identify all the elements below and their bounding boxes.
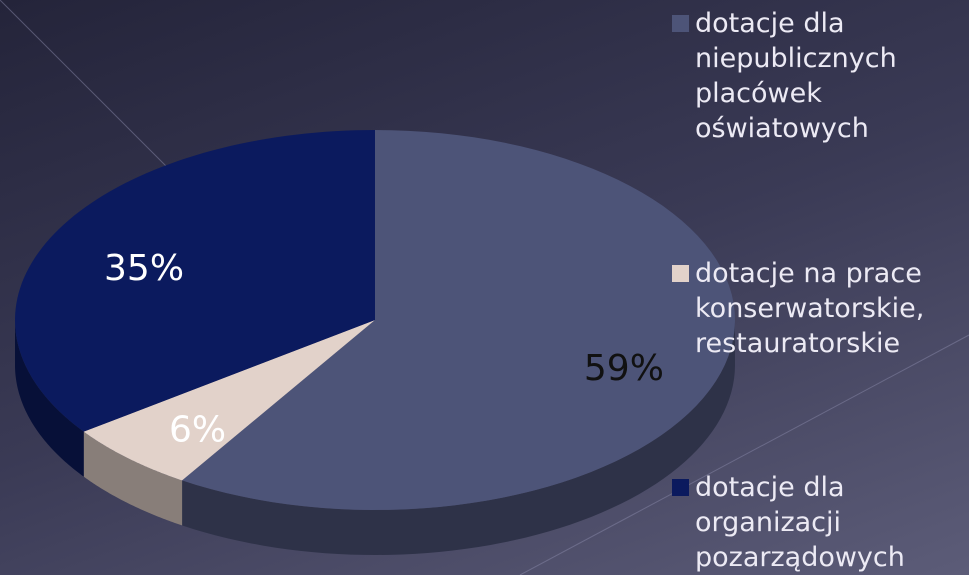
legend-label: dotacje dla organizacji pozarządowych bbox=[695, 472, 905, 573]
legend-swatch bbox=[672, 479, 689, 496]
legend-swatch bbox=[672, 264, 689, 282]
data-label: 6% bbox=[169, 410, 226, 451]
pie: 59% 6% 35% bbox=[15, 130, 735, 555]
legend-item: dotacje na prace konserwatorskie, restau… bbox=[672, 256, 969, 361]
legend-label: dotacje na prace konserwatorskie, restau… bbox=[695, 257, 925, 359]
data-label: 59% bbox=[584, 348, 664, 389]
legend: dotacje dla niepublicznych placówek oświ… bbox=[672, 6, 969, 575]
legend-swatch bbox=[672, 15, 689, 32]
legend-item: dotacje dla organizacji pozarządowych bbox=[672, 470, 969, 575]
pie-slice bbox=[83, 320, 376, 481]
pie-slice bbox=[15, 130, 375, 432]
pie-slice bbox=[182, 130, 735, 510]
pie-side bbox=[83, 431, 183, 526]
data-label: 35% bbox=[104, 248, 184, 289]
pie-side bbox=[15, 320, 84, 477]
legend-label: dotacje dla niepublicznych placówek oświ… bbox=[695, 8, 897, 144]
decor-line bbox=[519, 334, 969, 575]
legend-item: dotacje dla niepublicznych placówek oświ… bbox=[672, 6, 969, 146]
pie-side bbox=[182, 320, 735, 555]
